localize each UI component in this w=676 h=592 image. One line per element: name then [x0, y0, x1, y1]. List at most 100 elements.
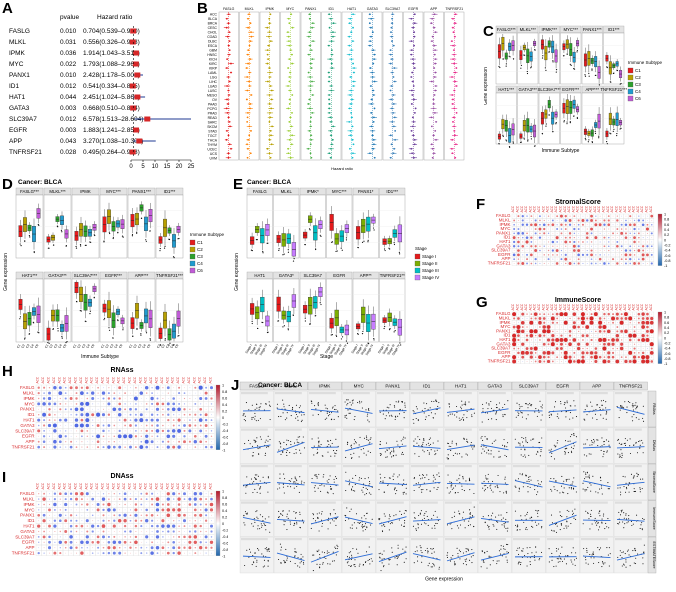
corr-circle — [621, 224, 623, 226]
corr-circle — [565, 263, 566, 264]
corr-circle — [38, 493, 39, 494]
corr-circle — [544, 237, 545, 238]
box-outlier — [498, 66, 499, 67]
corr-col-label: ACC — [155, 482, 159, 489]
box-outlier — [146, 241, 147, 242]
corr-circle — [151, 413, 153, 415]
box-outlier — [38, 224, 39, 225]
corr-circle — [646, 253, 649, 256]
corr-circle — [205, 424, 208, 427]
corr-circle — [194, 492, 197, 495]
corr-circle — [548, 263, 549, 264]
corr-circle — [527, 344, 528, 345]
pan-point — [288, 45, 290, 47]
corr-circle — [102, 509, 104, 511]
pan-point — [369, 152, 371, 154]
corr-circle — [157, 441, 158, 442]
corr-col-label: ACC — [209, 376, 213, 383]
corr-circle — [81, 504, 83, 506]
corr-circle — [534, 329, 538, 333]
corr-circle — [581, 356, 584, 359]
corr-circle — [526, 240, 529, 243]
corr-circle — [561, 263, 562, 264]
corr-circle — [71, 431, 72, 432]
facet-strip-label: IPMK*** — [541, 27, 557, 32]
corr-circle — [621, 361, 622, 362]
box-outlier — [588, 141, 589, 142]
box-outlier — [531, 138, 532, 139]
corr-circle — [146, 398, 147, 399]
corr-circle — [577, 326, 580, 329]
corr-col-label: ACC — [165, 482, 169, 489]
corr-circle — [512, 334, 516, 338]
box-outlier — [145, 330, 146, 331]
corr-circle — [586, 236, 589, 239]
corr-circle — [167, 441, 169, 443]
corr-circle — [573, 228, 575, 230]
corr-row-label: TNFRSF21 — [12, 550, 35, 555]
corr-row-label: APP — [25, 545, 34, 550]
corr-circle — [517, 245, 519, 247]
corr-circle — [591, 361, 592, 362]
corr-circle — [210, 498, 213, 501]
pan-point — [373, 139, 375, 141]
pan-point — [433, 67, 435, 69]
corr-circle — [188, 429, 191, 432]
legend-label: Stage I — [422, 254, 436, 259]
cancer-label: BLCA — [208, 17, 218, 21]
corr-circle — [613, 335, 614, 336]
corr-circle — [608, 233, 609, 234]
corr-circle — [602, 359, 606, 363]
corr-circle — [151, 403, 153, 405]
box-outlier — [573, 115, 574, 116]
corr-circle — [600, 263, 601, 264]
box-outlier — [288, 328, 289, 329]
corr-circle — [71, 420, 72, 421]
corr-row-label: HAT1 — [23, 417, 35, 422]
pan-point — [391, 18, 393, 20]
pan-point — [411, 103, 413, 105]
corr-circle — [43, 397, 45, 399]
corr-circle — [64, 419, 67, 422]
corr-circle — [651, 314, 652, 315]
corr-circle — [645, 359, 649, 363]
corr-circle — [527, 220, 528, 221]
corr-circle — [206, 493, 207, 494]
corr-row-label: MLKL — [23, 496, 35, 501]
corr-circle — [141, 425, 142, 426]
pan-point — [453, 90, 455, 92]
pan-point — [328, 112, 330, 114]
corr-circle — [86, 386, 89, 389]
corr-circle — [616, 241, 618, 243]
corr-circle — [37, 514, 40, 517]
corr-circle — [102, 397, 104, 399]
corr-circle — [48, 424, 51, 427]
pan-point — [370, 103, 372, 105]
corr-circle — [140, 504, 142, 506]
corr-circle — [574, 233, 575, 234]
box-outlier — [164, 246, 165, 247]
corr-circle — [586, 317, 588, 319]
corr-circle — [140, 498, 142, 500]
corr-circle — [594, 351, 597, 354]
pan-point — [226, 99, 228, 101]
corr-circle — [570, 314, 571, 315]
box-outlier — [61, 336, 62, 337]
box-outlier — [394, 242, 395, 243]
corr-circle — [211, 414, 212, 415]
corr-circle — [585, 325, 589, 329]
corr-circle — [565, 327, 566, 328]
facet-strip-label: MLKL*** — [49, 189, 66, 194]
corr-circle — [136, 441, 137, 442]
corr-circle — [543, 335, 545, 337]
pan-point — [226, 27, 228, 29]
corr-circle — [535, 352, 537, 354]
pan-point — [350, 134, 352, 136]
corr-circle — [48, 402, 51, 405]
pan-point — [391, 72, 393, 74]
corr-row-label: EGFR — [22, 540, 35, 545]
corr-circle — [38, 498, 39, 499]
box-outlier — [509, 56, 510, 57]
corr-circle — [179, 398, 180, 399]
corr-circle — [651, 259, 652, 260]
